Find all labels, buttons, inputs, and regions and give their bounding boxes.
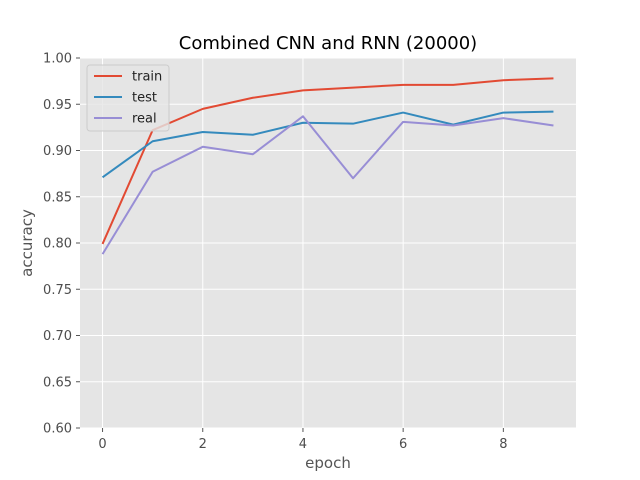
series-lines xyxy=(101,77,554,255)
y-tick-label: 1.00 xyxy=(43,52,72,67)
x-tick-label: 8 xyxy=(499,437,507,452)
series-line-real xyxy=(101,115,554,255)
legend-label-test: test xyxy=(132,91,157,106)
y-tick-label: 0.90 xyxy=(43,144,72,159)
x-tick-label: 6 xyxy=(399,437,407,452)
legend-label-real: real xyxy=(132,112,157,127)
series-line-test xyxy=(101,110,554,179)
y-tick-label: 0.65 xyxy=(43,375,72,390)
series-line-train xyxy=(101,77,554,245)
chart-title: Combined CNN and RNN (20000) xyxy=(179,33,477,54)
legend: train test real xyxy=(86,64,170,132)
y-tick-label: 0.85 xyxy=(43,190,72,205)
x-tick-label: 4 xyxy=(299,437,307,452)
x-tick-label: 0 xyxy=(98,437,106,452)
axis-ticks: 0.60 0.65 0.70 0.75 0.80 0.85 0.90 0.95 1.00 0 2 4 6… xyxy=(43,52,507,453)
legend-label-train: train xyxy=(132,70,162,85)
y-tick-label: 0.70 xyxy=(43,329,72,344)
y-tick-label: 0.75 xyxy=(43,283,72,298)
x-axis-label: epoch xyxy=(305,454,351,472)
y-tick-label: 0.60 xyxy=(43,422,72,437)
x-tick-label: 2 xyxy=(199,437,207,452)
legend-box xyxy=(86,64,170,132)
grid xyxy=(80,57,576,429)
y-tick-label: 0.80 xyxy=(43,237,72,252)
y-axis-label: accuracy xyxy=(18,209,36,277)
y-tick-label: 0.95 xyxy=(43,98,72,113)
